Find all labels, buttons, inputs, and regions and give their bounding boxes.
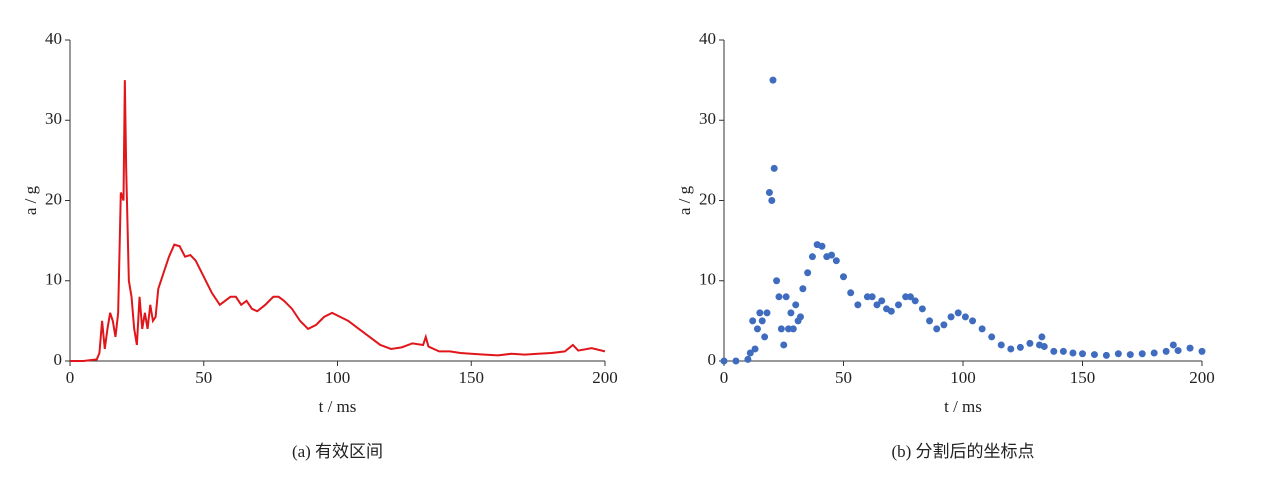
data-point [906,293,914,301]
data-point [1114,350,1122,358]
data-point [1040,343,1048,351]
data-point [1038,333,1046,341]
x-tick-label: 150 [1070,368,1096,387]
x-tick-label: 200 [592,368,618,387]
data-point [1174,347,1182,355]
data-point [769,76,777,84]
data-point [751,345,759,353]
caption: (b) 分割后的坐标点 [891,442,1034,461]
x-tick-label: 100 [325,368,351,387]
data-point [789,325,797,333]
data-point [792,301,800,309]
caption: (a) 有效区间 [292,442,383,461]
y-tick-label: 0 [54,350,63,369]
y-tick-label: 10 [699,270,716,289]
data-point [753,325,761,333]
x-axis-label: t / ms [319,397,357,416]
data-line [70,80,606,362]
y-tick-label: 0 [708,350,717,369]
data-point [1169,341,1177,349]
data-point [777,325,785,333]
y-tick-label: 10 [45,270,62,289]
data-point [782,293,790,301]
data-point [720,357,728,365]
data-point [1198,347,1206,355]
data-point [1079,350,1086,358]
y-tick-label: 40 [45,29,62,48]
data-point [1150,349,1158,357]
data-point [828,251,836,259]
data-point [978,325,986,333]
data-point [997,341,1005,349]
data-point [847,289,855,297]
y-axis-label: a / g [21,185,40,215]
data-point [746,349,754,357]
data-point [763,309,771,317]
data-point [1059,347,1067,355]
data-point [1007,345,1015,353]
x-tick-label: 100 [950,368,976,387]
data-point [969,317,977,325]
y-axis-label: a / g [675,185,694,215]
data-point [894,301,902,309]
y-tick-label: 20 [45,189,62,208]
data-point [761,333,769,341]
data-point [887,307,895,315]
data-point [1186,344,1194,352]
data-point [911,297,919,305]
data-point [773,277,781,285]
data-point [775,293,783,301]
data-point [1138,350,1146,358]
data-point [758,317,766,325]
data-point [732,357,740,365]
data-point [933,325,941,333]
data-point [961,313,969,321]
x-tick-label: 0 [720,368,729,387]
data-point [770,164,778,172]
data-point [1016,343,1024,351]
data-point [832,257,840,265]
data-point [787,309,795,317]
y-tick-label: 30 [45,109,62,128]
data-point [840,273,847,281]
y-tick-label: 30 [699,109,716,128]
data-point [1050,347,1058,355]
data-point [988,333,996,341]
data-point [926,317,934,325]
x-tick-label: 150 [459,368,485,387]
data-point [749,317,757,325]
data-point [1162,347,1170,355]
data-point [799,285,807,293]
data-point [947,313,955,321]
data-point [756,309,764,317]
data-point [780,341,788,349]
data-point [768,197,776,204]
data-point [1090,351,1098,359]
y-tick-label: 20 [699,189,716,208]
data-point [808,253,816,261]
y-tick-label: 40 [699,29,716,48]
data-point [804,269,812,277]
x-axis-label: t / ms [944,397,982,416]
data-point [918,305,926,313]
x-tick-label: 50 [195,368,212,387]
data-point [796,313,804,321]
data-point [868,293,876,301]
data-point [954,309,962,317]
data-point [744,355,752,363]
data-point [818,242,826,250]
data-point [765,188,773,196]
data-point [854,301,862,309]
data-point [873,301,881,309]
x-tick-label: 50 [835,368,852,387]
data-point [1026,339,1034,347]
x-tick-label: 200 [1189,368,1215,387]
x-tick-label: 0 [66,368,75,387]
data-point [1069,349,1077,357]
data-point [940,321,948,329]
data-point [878,297,886,305]
data-point [1102,351,1110,359]
data-point [1126,351,1134,359]
